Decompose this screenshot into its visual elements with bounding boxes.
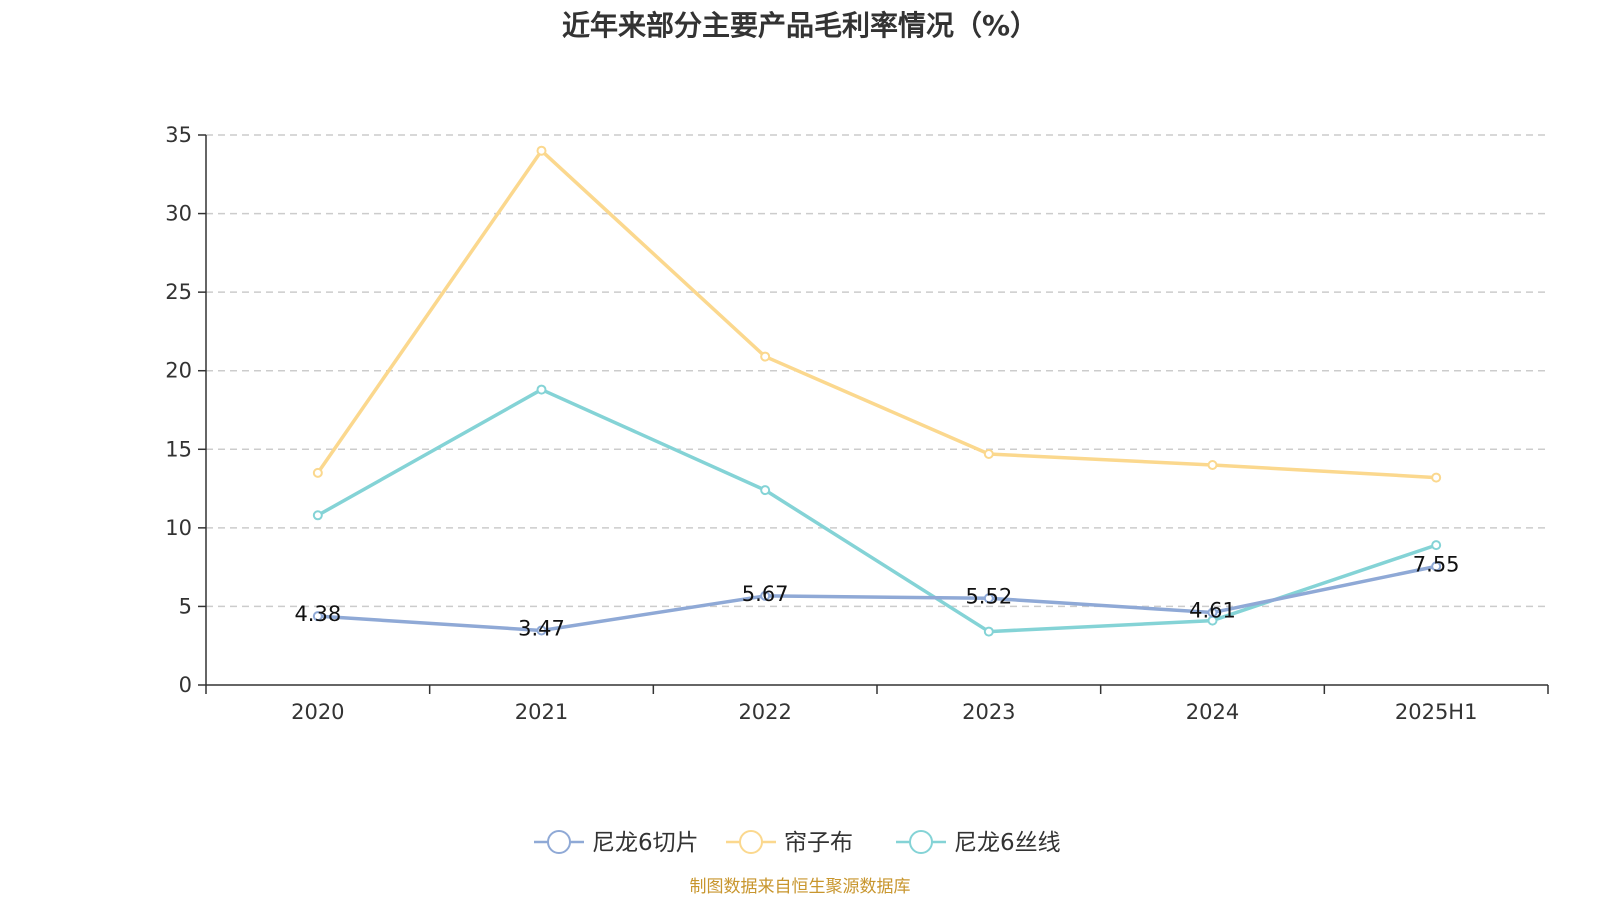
data-label: 7.55 bbox=[1413, 552, 1460, 576]
data-point[interactable] bbox=[1207, 607, 1218, 618]
legend-item[interactable]: 尼龙6切片 bbox=[534, 830, 699, 856]
data-label: 5.52 bbox=[965, 584, 1012, 608]
legend-marker bbox=[739, 830, 763, 854]
data-point[interactable] bbox=[312, 467, 323, 478]
data-point[interactable] bbox=[983, 449, 994, 459]
x-tick-label: 2020 bbox=[291, 700, 344, 724]
data-point[interactable] bbox=[536, 145, 547, 156]
legend-label: 尼龙6丝线 bbox=[954, 830, 1061, 856]
chart-title: 近年来部分主要产品毛利率情况（%） bbox=[561, 9, 1039, 42]
data-point[interactable] bbox=[983, 626, 994, 637]
y-tick-label: 30 bbox=[165, 202, 192, 226]
y-tick-label: 35 bbox=[165, 123, 192, 147]
legend-item[interactable]: 尼龙6丝线 bbox=[896, 830, 1061, 856]
data-point[interactable] bbox=[760, 590, 771, 601]
y-tick-label: 5 bbox=[179, 594, 192, 618]
y-tick-label: 15 bbox=[165, 437, 192, 461]
legend-marker bbox=[547, 830, 571, 854]
y-tick-label: 10 bbox=[165, 516, 192, 540]
data-label: 4.61 bbox=[1189, 599, 1236, 623]
x-tick-label: 2021 bbox=[515, 700, 568, 724]
axes: 0 5 10 15 20 25 30 35 2020 2021 2022 2023 2024 2025H1 bbox=[165, 123, 1549, 724]
data-point[interactable] bbox=[312, 510, 323, 521]
series-line bbox=[317, 564, 1437, 633]
data-label: 5.67 bbox=[742, 582, 789, 606]
y-tick-label: 20 bbox=[165, 359, 192, 383]
series-line bbox=[316, 387, 1437, 634]
x-tick-label: 2025H1 bbox=[1395, 700, 1478, 724]
series-lines bbox=[312, 145, 1442, 637]
legend[interactable]: 尼龙6切片 帘子布 尼龙6丝线 bbox=[534, 830, 1061, 856]
data-point[interactable] bbox=[1207, 460, 1218, 470]
data-point[interactable] bbox=[536, 625, 547, 636]
legend-item[interactable]: 帘子布 bbox=[726, 830, 853, 856]
data-point[interactable] bbox=[760, 485, 771, 496]
grid-lines bbox=[206, 134, 1548, 608]
data-label: 4.38 bbox=[294, 602, 341, 626]
data-label: 3.47 bbox=[518, 616, 565, 640]
data-point[interactable] bbox=[1431, 472, 1442, 483]
y-tick-label: 0 bbox=[179, 673, 192, 697]
x-tick-label: 2022 bbox=[738, 700, 791, 724]
data-point[interactable] bbox=[983, 593, 994, 604]
x-tick-label: 2023 bbox=[962, 700, 1015, 724]
legend-marker bbox=[909, 830, 933, 854]
data-labels: 4.38 3.47 5.67 5.52 4.61 7.55 bbox=[294, 552, 1459, 640]
data-point[interactable] bbox=[1431, 561, 1442, 572]
data-point[interactable] bbox=[536, 384, 547, 395]
legend-label: 帘子布 bbox=[784, 830, 853, 856]
data-point[interactable] bbox=[760, 351, 771, 362]
data-point[interactable] bbox=[312, 611, 323, 622]
y-tick-label: 25 bbox=[165, 280, 192, 304]
source-note: 制图数据来自恒生聚源数据库 bbox=[689, 877, 911, 897]
x-tick-label: 2024 bbox=[1186, 700, 1239, 724]
legend-label: 尼龙6切片 bbox=[592, 830, 699, 856]
series-line bbox=[316, 148, 1437, 480]
data-point[interactable] bbox=[1431, 540, 1442, 551]
